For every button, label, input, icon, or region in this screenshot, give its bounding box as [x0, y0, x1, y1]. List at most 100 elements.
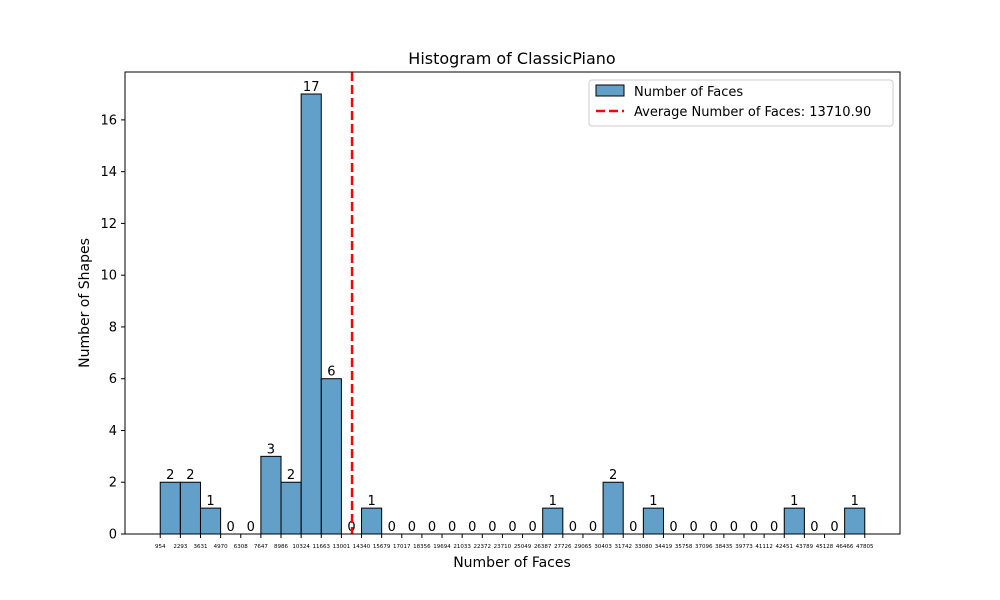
x-tick-label: 14340: [353, 544, 371, 550]
x-tick-label: 23710: [494, 544, 512, 550]
bar-value-label: 0: [448, 520, 456, 535]
x-tick-label: 26387: [534, 544, 552, 550]
y-tick-label: 16: [100, 113, 117, 128]
bar-value-label: 0: [629, 520, 637, 535]
x-tick-label: 43789: [796, 544, 814, 550]
legend: Number of Faces Average Number of Faces:…: [588, 79, 894, 127]
histogram-bar: [320, 378, 342, 535]
bar-value-label: 0: [589, 520, 597, 535]
x-tick-label: 4970: [214, 544, 228, 550]
x-tick-label: 18356: [413, 544, 431, 550]
legend-box: [588, 79, 894, 127]
bars-group: [159, 93, 866, 535]
bar-value-label: 1: [649, 494, 657, 509]
bar-value-label: 0: [468, 520, 476, 535]
bar-value-label: 0: [408, 520, 416, 535]
y-tick-label: 12: [100, 217, 117, 232]
x-tick-label: 46466: [836, 544, 854, 550]
bar-value-label: 0: [750, 520, 758, 535]
y-tick-label: 8: [109, 320, 117, 335]
bar-value-label: 2: [166, 468, 174, 483]
x-tick-label: 3631: [193, 544, 207, 550]
x-tick-label: 27726: [554, 544, 572, 550]
bar-value-label: 3: [267, 442, 275, 457]
x-tick-label: 17017: [393, 544, 411, 550]
histogram-bar: [602, 481, 624, 535]
x-tick-label: 41112: [755, 544, 773, 550]
bar-value-label: 17: [303, 80, 320, 95]
plot-frame: [124, 71, 901, 535]
y-tick-label: 6: [109, 372, 117, 387]
x-tick-label: 38435: [715, 544, 733, 550]
bar-value-label: 0: [508, 520, 516, 535]
bar-value-label: 0: [528, 520, 536, 535]
bar-value-label: 0: [810, 520, 818, 535]
chart-title: Histogram of ClassicPiano: [408, 49, 615, 68]
y-axis-label: Number of Shapes: [77, 238, 93, 368]
x-tick-label: 21033: [453, 544, 471, 550]
x-tick-label: 42451: [776, 544, 794, 550]
x-tick-label: 35758: [675, 544, 693, 550]
bar-value-label: 0: [770, 520, 778, 535]
bar-value-label: 1: [549, 494, 557, 509]
bar-value-label: 0: [569, 520, 577, 535]
histogram-bar: [280, 481, 302, 535]
histogram-bar: [179, 481, 201, 535]
x-tick-label: 33080: [635, 544, 653, 550]
histogram-bar: [260, 455, 282, 535]
bar-value-label: 1: [206, 494, 214, 509]
x-tick-label: 34419: [655, 544, 673, 550]
x-tick-label: 39773: [735, 544, 753, 550]
histogram-bar: [300, 93, 322, 535]
x-tick-label: 13001: [333, 544, 351, 550]
bar-value-label: 2: [287, 468, 295, 483]
x-tick-label: 8986: [274, 544, 288, 550]
histogram-bar: [844, 507, 866, 535]
y-tick-label: 2: [109, 476, 117, 491]
bar-value-label: 0: [227, 520, 235, 535]
x-tick-label: 37096: [695, 544, 713, 550]
x-tick-label: 2293: [173, 544, 187, 550]
bar-value-label: 0: [488, 520, 496, 535]
x-tick-label: 954: [155, 544, 166, 550]
histogram-bar: [542, 507, 564, 535]
x-tick-label: 10324: [292, 544, 310, 550]
x-axis-label: Number of Faces: [453, 555, 571, 571]
x-tick-label: 45128: [816, 544, 834, 550]
bar-value-label: 0: [710, 520, 718, 535]
y-tick-label: 4: [109, 424, 117, 439]
x-tick-label: 15679: [373, 544, 391, 550]
histogram-bar: [361, 507, 383, 535]
legend-label-mean: Average Number of Faces: 13710.90: [634, 105, 871, 120]
histogram-bar: [199, 507, 222, 535]
x-tick-label: 11663: [313, 544, 331, 550]
x-tick-label: 7647: [254, 544, 268, 550]
bar-value-label: 0: [388, 520, 396, 535]
bar-value-label: 1: [367, 494, 375, 509]
bar-value-label: 0: [690, 520, 698, 535]
bar-value-label: 0: [730, 520, 738, 535]
legend-swatch-bars: [595, 84, 625, 97]
y-tick-label: 14: [100, 165, 117, 180]
bar-value-label: 6: [327, 365, 335, 380]
histogram-bar: [642, 507, 664, 535]
bar-value-label: 0: [830, 520, 838, 535]
x-axis: 954 2293 3631 4970 6308 7647 8986 10324 11663 130…: [155, 534, 874, 550]
x-tick-label: 19694: [433, 544, 451, 550]
histogram-bar: [159, 481, 181, 535]
x-tick-label: 30403: [594, 544, 612, 550]
bar-value-label: 0: [247, 520, 255, 535]
y-tick-label: 10: [100, 269, 117, 284]
x-tick-label: 22372: [474, 544, 492, 550]
bar-value-label: 2: [609, 468, 617, 483]
x-tick-label: 29065: [574, 544, 592, 550]
x-tick-label: 47805: [856, 544, 874, 550]
x-tick-label: 31742: [614, 544, 632, 550]
legend-label-bars: Number of Faces: [634, 85, 743, 100]
bar-value-label: 0: [428, 520, 436, 535]
bar-value-label: 1: [790, 494, 798, 509]
x-tick-label: 25049: [514, 544, 532, 550]
y-axis: 0 2 4 6 8 10 12 14 16: [100, 113, 125, 543]
histogram-bar: [783, 507, 805, 535]
